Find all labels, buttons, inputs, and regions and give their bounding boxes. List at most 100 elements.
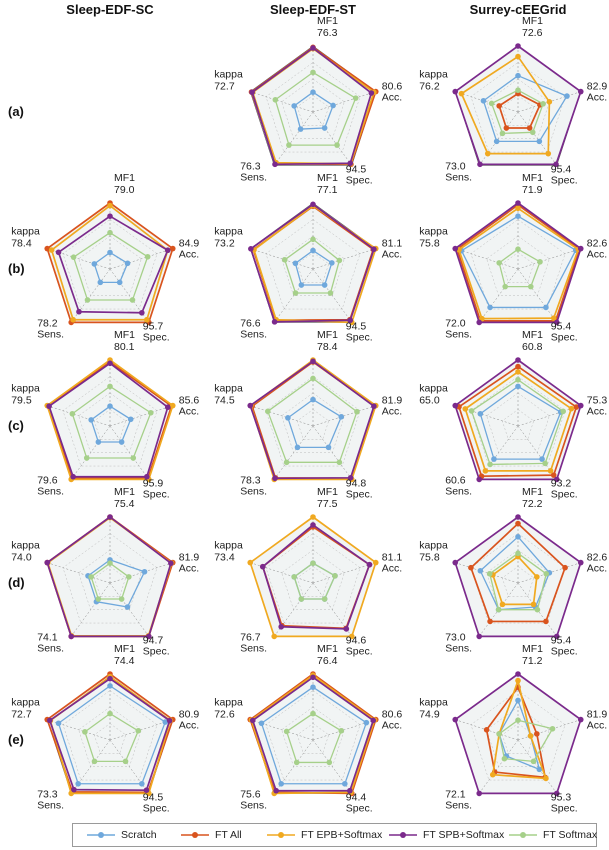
radar-chart-14: MF171.2Acc.81.9Spec.95.3Sens.72.1kappa74… [419,643,607,814]
data-point-ft-spb-softmax [247,402,254,409]
radar-spoke [250,562,314,584]
series-line-ft-softmax [293,562,336,600]
data-point-scratch [107,249,113,256]
radar-grid-ring [470,376,566,467]
data-point-scratch [97,279,104,286]
axis-value-mf1: 72.6 [522,27,543,39]
axis-value-acc: 82.6 [587,238,608,250]
series-line-ft-epb-softmax [460,55,551,155]
series-line-ft-softmax [71,385,152,459]
data-point-scratch [285,415,291,421]
data-point-ft-spb-softmax [343,626,350,632]
data-point-scratch [297,126,304,132]
axis-label-mf1: MF1 [522,486,543,498]
data-point-scratch [487,304,493,311]
axis-label-sens: Sens. [445,642,472,654]
data-point-ft-epb-softmax [144,316,150,323]
series-line-ft-softmax [498,248,541,288]
data-point-scratch [118,439,125,445]
data-point-ft-softmax [148,409,154,416]
axis-label-sens: Sens. [445,328,472,340]
radar-chart-12: MF174.4Acc.80.9Spec.94.5Sens.73.3kappa72… [11,643,199,814]
data-point-ft-all [169,245,176,252]
radar-grid-ring [281,392,345,453]
data-point-ft-spb-softmax [515,671,521,677]
radar-chart-8: MF160.8Acc.75.3Spec.93.2Sens.60.6kappa65… [419,329,607,500]
axis-label-spec: Spec. [143,645,170,657]
data-point-ft-softmax [135,728,142,734]
axis-value-spec: 95.4 [551,320,572,332]
data-point-ft-softmax [107,560,113,566]
data-point-scratch [363,719,370,726]
axis-label-acc: Acc. [382,92,402,104]
legend-marker-scratch [87,832,115,838]
data-point-ft-spb-softmax [553,633,560,640]
axis-label-mf1: MF1 [522,643,543,655]
radar-grid-ring [94,409,126,440]
axis-label-acc: Acc. [587,249,607,261]
radar-spoke [517,111,557,166]
data-point-ft-spb-softmax [143,787,150,793]
legend-marker-ft-softmax [509,832,537,838]
data-point-ft-softmax [338,728,345,734]
data-point-ft-spb-softmax [71,786,77,793]
series-line-scratch [293,91,334,130]
series-line-ft-spb-softmax [454,359,582,481]
data-point-ft-softmax [83,455,90,461]
data-point-scratch [564,93,570,99]
data-point-ft-spb-softmax [249,717,256,724]
data-point-ft-softmax [310,236,316,243]
axis-value-spec: 95.4 [551,634,572,646]
axis-label-sens: Sens. [445,485,472,497]
data-point-ft-softmax [84,297,91,303]
data-point-scratch [107,403,113,410]
radar-spoke [250,248,314,270]
data-point-ft-spb-softmax [248,246,254,252]
series-line-ft-spb-softmax [249,360,375,480]
data-point-ft-epb-softmax [247,559,254,566]
radar-spoke [312,111,352,166]
series-line-ft-softmax [274,71,357,146]
data-point-ft-softmax [528,283,534,290]
radar-grid-ring [94,566,126,597]
series-line-ft-epb-softmax [464,371,573,472]
axis-value-mf1: 75.4 [114,498,135,510]
data-point-ft-softmax [144,253,151,260]
axis-value-kappa: 79.5 [11,395,32,407]
axis-label-acc: Acc. [382,249,402,261]
data-point-ft-all [515,363,521,370]
data-point-ft-epb-softmax [458,90,465,97]
series-line-scratch [260,686,368,785]
series-line-ft-softmax [470,379,564,466]
radar-grid-ring [297,409,329,440]
radar-spoke [517,405,581,427]
data-point-ft-epb-softmax [348,633,355,640]
axis-value-mf1: 60.8 [522,341,543,353]
radar-grid-ring [502,252,534,283]
column-title-0: Sleep-EDF-SC [66,2,154,17]
data-point-ft-softmax [91,758,98,765]
data-point-ft-all [562,564,568,571]
data-point-scratch [141,568,148,575]
radar-spoke [312,582,352,637]
data-point-scratch [543,304,549,311]
series-line-scratch [479,536,551,611]
data-point-scratch [95,439,102,445]
row-label-d: (d) [8,575,25,590]
data-point-ft-softmax [321,596,328,602]
axis-value-acc: 81.9 [179,552,200,564]
series-line-ft-softmax [498,719,554,763]
series-line-ft-softmax [489,552,547,611]
legend-item-ft-all: FT All [181,824,242,846]
axis-value-sens: 78.2 [37,317,58,329]
data-point-scratch [536,138,543,145]
axis-label-sens: Sens. [37,642,64,654]
data-point-ft-softmax [501,755,508,762]
series-line-ft-spb-softmax [454,45,582,166]
data-point-scratch [515,72,521,79]
data-point-ft-softmax [129,297,136,303]
radar-grid-ring [502,409,534,440]
data-point-ft-spb-softmax [347,787,353,794]
axis-label-acc: Acc. [382,563,402,575]
data-point-ft-spb-softmax [515,357,521,363]
